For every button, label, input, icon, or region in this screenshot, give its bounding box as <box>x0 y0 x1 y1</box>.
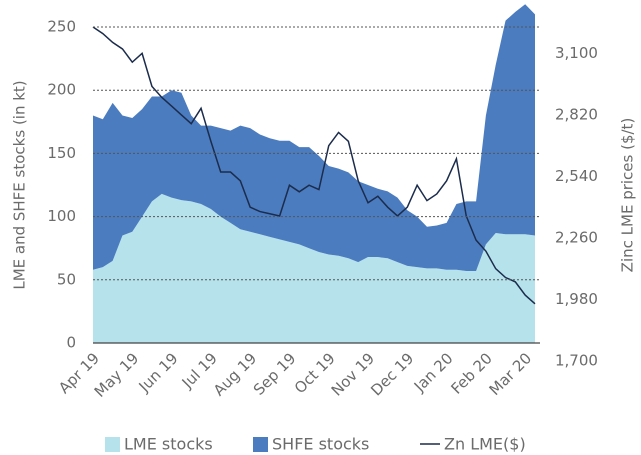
y-tick-label: 0 <box>66 334 76 352</box>
y-tick-label: 200 <box>47 81 76 99</box>
plot-area <box>92 4 536 343</box>
x-tick-label: Jan 20 <box>410 349 457 396</box>
x-tick-label: Jun 19 <box>135 349 182 396</box>
x-tick-label: Aug 19 <box>210 349 260 399</box>
y2-tick-label: 2,540 <box>555 167 598 185</box>
legend-swatch <box>253 437 268 452</box>
y-tick-label: 150 <box>47 144 76 162</box>
legend-swatch <box>105 437 120 452</box>
legend-label: SHFE stocks <box>272 435 369 454</box>
y-tick-label: 250 <box>47 18 76 36</box>
y2-axis-label: Zinc LME prices ($/t) <box>619 118 637 273</box>
y2-tick-label: 2,260 <box>555 228 598 246</box>
x-tick-label: Nov 19 <box>328 349 378 399</box>
legend-label: Zn LME($) <box>444 435 526 454</box>
y-tick-label: 50 <box>57 270 76 288</box>
x-tick-label: Dec 19 <box>367 349 417 399</box>
x-tick-label: Mar 20 <box>486 349 536 399</box>
area <box>93 4 535 271</box>
y2-tick-label: 1,980 <box>555 290 598 308</box>
y2-tick-label: 2,820 <box>555 105 598 123</box>
y2-tick-label: 1,700 <box>555 352 598 370</box>
x-tick-label: Sep 19 <box>250 349 300 399</box>
legend-label: LME stocks <box>124 435 213 454</box>
y-tick-label: 100 <box>47 207 76 225</box>
grid <box>93 26 540 281</box>
y2-tick-label: 3,100 <box>555 44 598 62</box>
y-axis-label: LME and SHFE stocks (in kt) <box>11 80 29 289</box>
x-tick-label: May 19 <box>91 349 143 401</box>
area <box>93 193 535 343</box>
line <box>92 26 536 305</box>
